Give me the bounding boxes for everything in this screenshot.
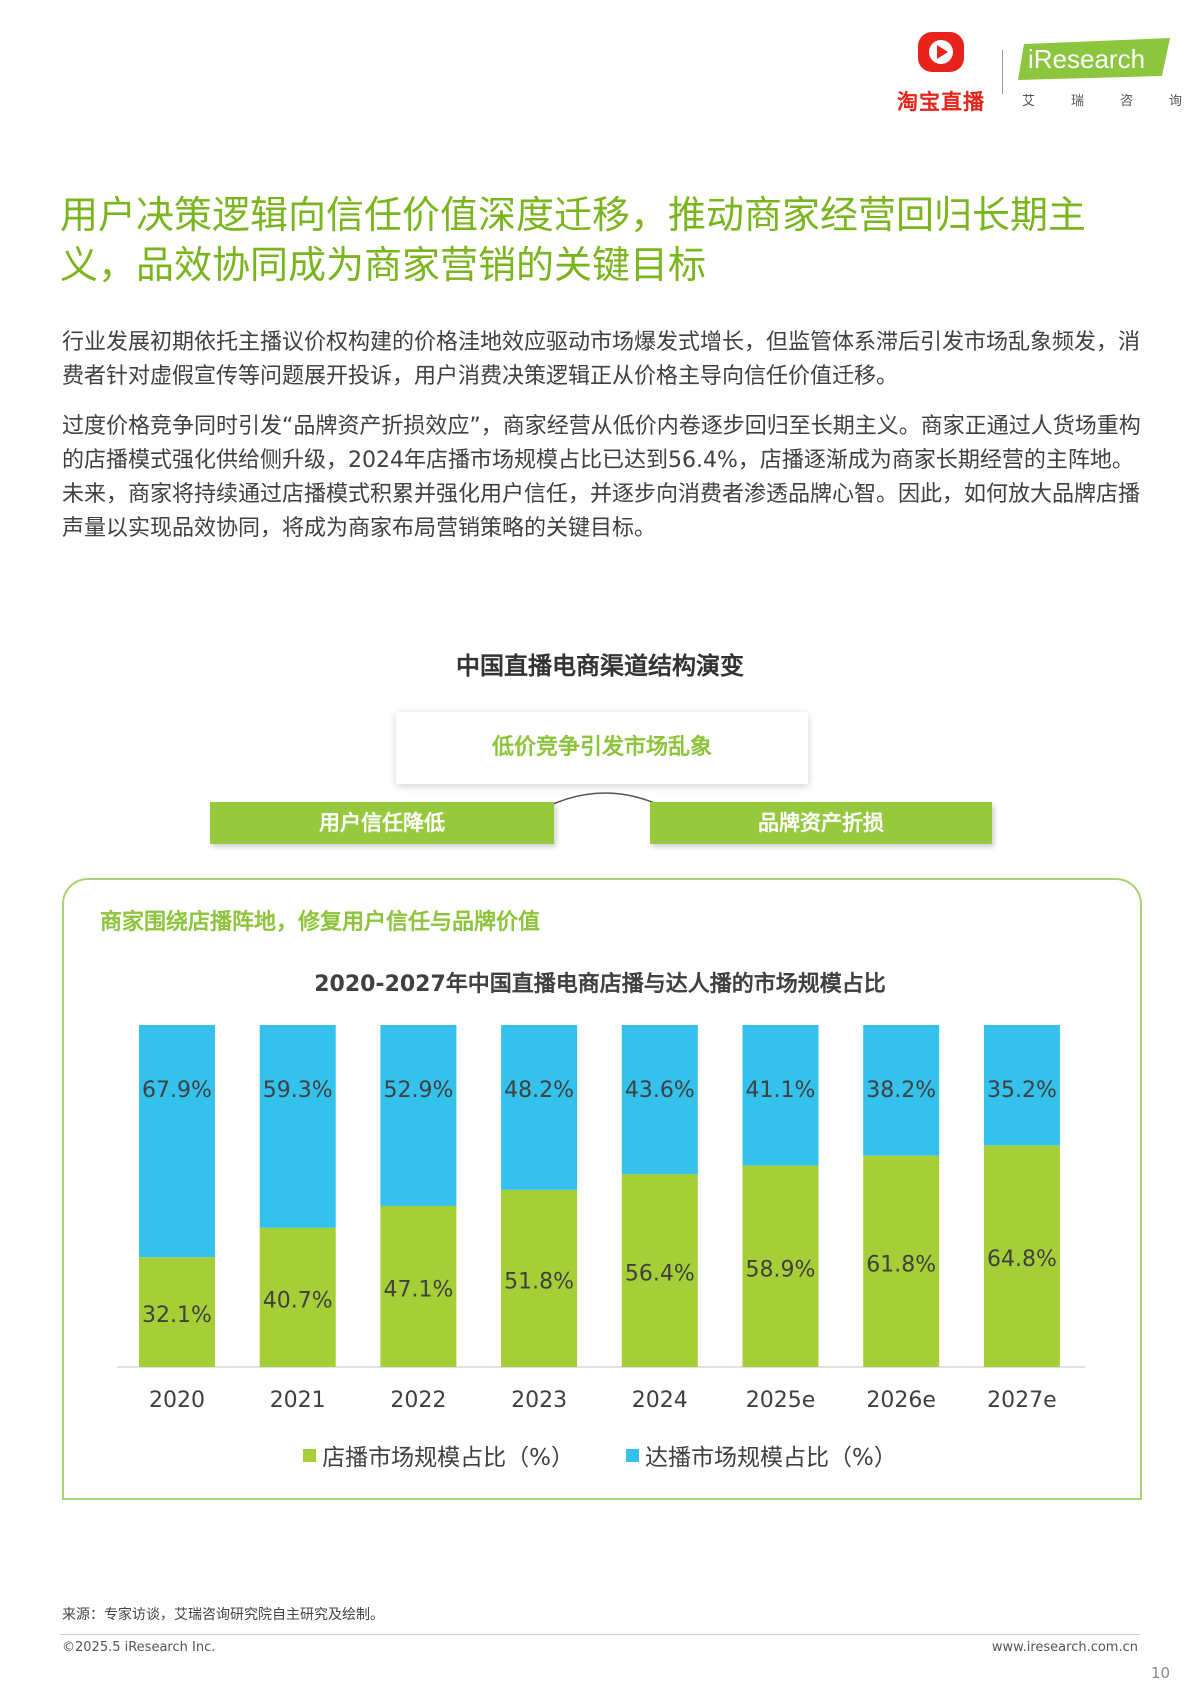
- x-tick-label: 2022: [390, 1388, 446, 1413]
- diagram-title: 中国直播电商渠道结构演变: [456, 652, 744, 680]
- iresearch-sub-char: 咨: [1119, 94, 1133, 109]
- body-paragraph: 行业发展初期依托主播议价权构建的价格洼地效应驱动市场爆发式增长，但监管体系滞后引…: [62, 330, 1141, 389]
- x-tick-label: 2027e: [987, 1388, 1057, 1413]
- legend-item-store-live: 店播市场规模占比（%）: [303, 1438, 574, 1472]
- source-note: 来源：专家访谈，艾瑞咨询研究院自主研究及绘制。: [62, 1607, 384, 1623]
- bar-store-live: [983, 1145, 1060, 1367]
- x-tick-label: 2021: [270, 1388, 326, 1413]
- bar-store-live: [139, 1257, 215, 1367]
- bar-influencer-live: [983, 1025, 1060, 1146]
- chart-title: 2020-2027年中国直播电商店播与达人播的市场规模占比: [314, 972, 886, 997]
- bar-store-live: [742, 1165, 819, 1367]
- data-label: 51.8%: [504, 1269, 574, 1294]
- iresearch-sub-char: 瑞: [1070, 94, 1084, 109]
- data-label: 41.1%: [746, 1078, 816, 1103]
- website-url: www.iresearch.com.cn: [991, 1640, 1138, 1655]
- diagram-left-box: 用户信任降低: [210, 802, 554, 844]
- data-label: 43.6%: [625, 1078, 695, 1103]
- data-label: 32.1%: [142, 1303, 212, 1328]
- data-label: 64.8%: [987, 1247, 1057, 1272]
- footer-divider: [60, 1634, 1140, 1635]
- x-tick-label: 2024: [632, 1388, 688, 1413]
- bar-influencer-live: [621, 1025, 698, 1175]
- logo-separator: [1002, 50, 1003, 94]
- taobao-live-icon: [918, 32, 964, 72]
- bar-store-live: [501, 1189, 578, 1367]
- x-tick-label: 2026e: [866, 1388, 936, 1413]
- bar-store-live: [259, 1227, 336, 1367]
- data-label: 38.2%: [866, 1078, 936, 1103]
- legend-label: 店播市场规模占比（%）: [322, 1445, 574, 1471]
- body-paragraph: 过度价格竞争同时引发“品牌资产折损效应”，商家经营从低价内卷逐步回归至长期主义。…: [62, 414, 1141, 541]
- iresearch-logo-text: iResearch: [1028, 44, 1146, 74]
- panel-heading: 商家围绕店播阵地，修复用户信任与品牌价值: [100, 910, 541, 935]
- bar-influencer-live: [501, 1025, 578, 1190]
- data-label: 59.3%: [263, 1078, 333, 1103]
- diagram-right-box: 品牌资产折损: [650, 802, 992, 844]
- legend-swatch-green: [303, 1448, 317, 1462]
- bar-influencer-live: [742, 1025, 819, 1166]
- diagram-top-box: 低价竞争引发市场乱象: [396, 712, 808, 784]
- bar-influencer-live: [259, 1025, 336, 1228]
- taobao-live-logo-text: 淘宝直播: [897, 90, 985, 114]
- bar-influencer-live: [863, 1025, 940, 1156]
- x-tick-label: 2023: [511, 1388, 567, 1413]
- bar-store-live: [621, 1174, 698, 1367]
- bar-store-live: [380, 1205, 457, 1367]
- taobao-live-logo: 淘宝直播: [886, 28, 996, 118]
- copyright: ©2025.5 iResearch Inc.: [62, 1640, 216, 1655]
- data-label: 35.2%: [987, 1078, 1057, 1103]
- iresearch-sub-char: 询: [1168, 94, 1182, 109]
- iresearch-logo-subtitle: 艾 瑞 咨 询: [1022, 90, 1182, 109]
- bar-store-live: [863, 1155, 940, 1367]
- legend-item-influencer-live: 达播市场规模占比（%）: [626, 1438, 897, 1472]
- data-label: 58.9%: [746, 1257, 816, 1282]
- chart-legend: 店播市场规模占比（%） 达播市场规模占比（%）: [0, 1438, 1200, 1472]
- data-label: 40.7%: [263, 1288, 333, 1313]
- iresearch-logo-badge: [1018, 38, 1170, 80]
- bar-influencer-live: [380, 1025, 457, 1206]
- iresearch-logo: iResearch 艾 瑞 咨 询: [1018, 38, 1182, 118]
- data-label: 61.8%: [866, 1252, 936, 1277]
- page-headline: 用户决策逻辑向信任价值深度迁移，推动商家经营回归长期主义，品效协同成为商家营销的…: [60, 193, 1087, 287]
- x-tick-label: 2020: [149, 1388, 205, 1413]
- data-label: 47.1%: [383, 1277, 453, 1302]
- data-label: 52.9%: [383, 1078, 453, 1103]
- iresearch-sub-char: 艾: [1022, 94, 1036, 109]
- legend-swatch-blue: [626, 1448, 639, 1462]
- data-label: 48.2%: [504, 1078, 574, 1103]
- data-label: 67.9%: [142, 1078, 212, 1103]
- legend-label: 达播市场规模占比（%）: [645, 1445, 897, 1471]
- bar-influencer-live: [139, 1025, 215, 1258]
- x-tick-label: 2025e: [746, 1388, 816, 1413]
- diagram-panel: [62, 878, 1142, 1500]
- data-label: 56.4%: [625, 1262, 695, 1287]
- page-number: 10: [1150, 1664, 1170, 1682]
